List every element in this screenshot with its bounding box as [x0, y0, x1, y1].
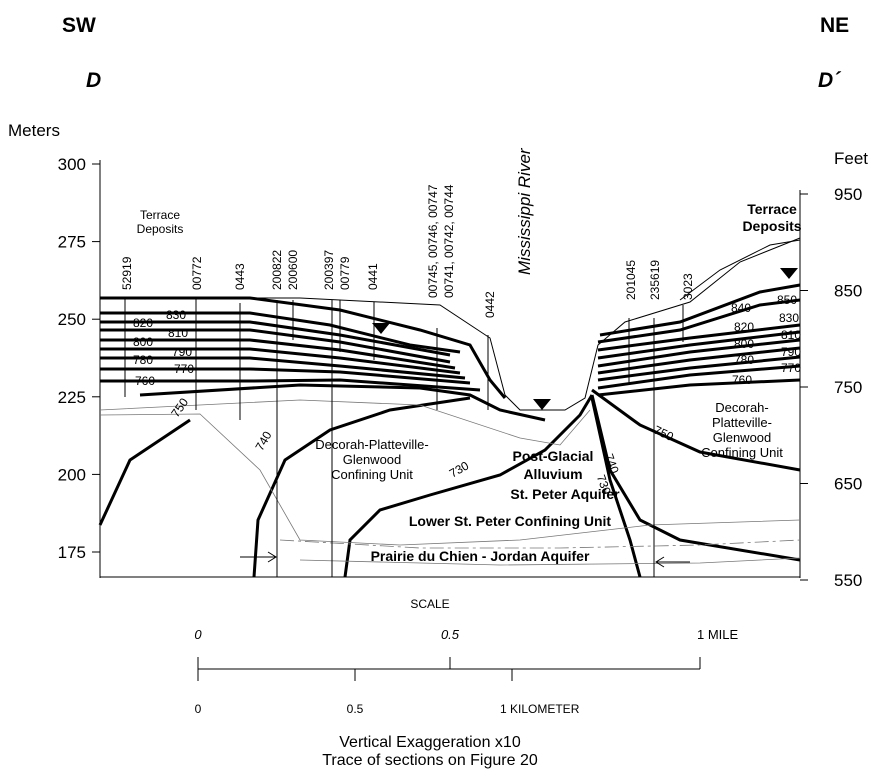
tick-label: 850: [834, 282, 862, 301]
axis-label: Meters: [8, 121, 60, 140]
scale-label: 0.5: [347, 702, 364, 716]
contour-label: 780: [133, 353, 153, 367]
unit-label: Glenwood: [343, 452, 402, 467]
tick-label: 225: [58, 388, 86, 407]
scale-bar: [198, 657, 700, 681]
well-label: 200822: [270, 250, 284, 290]
well-label: 0442: [483, 291, 497, 318]
well-label: 200600: [286, 250, 300, 290]
unit-label: Decorah-: [715, 400, 768, 415]
unit-label: Confining Unit: [701, 445, 783, 460]
unit-label: Deposits: [742, 218, 801, 234]
tick-label: 950: [834, 185, 862, 204]
section-letter: D: [86, 69, 101, 92]
tick-label: 175: [58, 543, 86, 562]
contour-label: 820: [133, 316, 153, 330]
unit-label: Deposits: [137, 222, 184, 236]
contour-label: 760: [732, 373, 752, 387]
well-label: 0443: [233, 263, 247, 290]
scale-label: 0.5: [441, 627, 460, 642]
unit-label: Glenwood: [713, 430, 772, 445]
contour-label: 760: [135, 374, 155, 388]
direction: NE: [820, 14, 849, 37]
contour-label: 740: [602, 452, 622, 476]
river-label: Mississippi River: [515, 147, 534, 275]
tick-label: 250: [58, 310, 86, 329]
well-label: 201045: [624, 260, 638, 300]
contour-label: 750: [168, 395, 191, 420]
tick-label: 650: [834, 475, 862, 494]
contour-label: 800: [133, 335, 153, 349]
contour-label: 820: [734, 320, 754, 334]
well-label: 00741, 00742, 00744: [442, 184, 456, 298]
footer: Vertical Exaggeration x10: [339, 734, 521, 751]
unit-label: Decorah-Platteville-: [315, 437, 428, 452]
scale-label: 0: [194, 627, 202, 642]
tick-label: 275: [58, 233, 86, 252]
tick-label: 300: [58, 155, 86, 174]
well-label: 52919: [120, 256, 134, 290]
tick-label: 750: [834, 378, 862, 397]
contour-label: 830: [166, 308, 186, 322]
unit-label: St. Peter Aquifer: [510, 486, 620, 502]
contour-label: 810: [781, 328, 801, 342]
scale-label: 1 MILE: [697, 627, 739, 642]
scale-label: 0: [195, 702, 202, 716]
unit-label: Lower St. Peter Confining Unit: [409, 513, 612, 529]
section-letter: D´: [818, 69, 842, 92]
contour-label: 790: [172, 345, 192, 359]
unit-label: Terrace: [140, 208, 180, 222]
contour-label: 790: [781, 345, 801, 359]
contour-label: 850: [777, 293, 797, 307]
contour-label: 780: [734, 353, 754, 367]
direction: SW: [62, 14, 96, 37]
tick-label: 200: [58, 465, 86, 484]
contour-label: 770: [174, 362, 194, 376]
contour-label: 740: [252, 429, 274, 454]
unit-label: Platteville-: [712, 415, 772, 430]
unit-label: Confining Unit: [331, 467, 413, 482]
contour-label: 770: [781, 361, 801, 375]
contour-label: 800: [734, 337, 754, 351]
well-label: 200397: [322, 250, 336, 290]
well-label: 3023: [681, 273, 695, 300]
unit-label: Alluvium: [523, 466, 582, 482]
unit-label: Prairie du Chien - Jordan Aquifer: [371, 548, 590, 564]
scale-label: 1 KILOMETER: [500, 702, 580, 716]
well-label: 0441: [366, 263, 380, 290]
contour-label: 810: [168, 326, 188, 340]
well-label: 00779: [338, 256, 352, 290]
contour-label: 840: [731, 301, 751, 315]
axis-label: Feet: [834, 149, 868, 168]
cross-section: SW NE D D´ Meters Feet: [0, 0, 880, 777]
unit-label: Terrace: [747, 201, 797, 217]
footer: Trace of sections on Figure 20: [322, 752, 538, 769]
contour-label: 730: [447, 458, 472, 480]
tick-label: 550: [834, 571, 862, 590]
scale-title: SCALE: [410, 597, 449, 611]
well-label: 00772: [190, 256, 204, 290]
well-label: 235619: [648, 260, 662, 300]
contour-label: 830: [779, 311, 799, 325]
well-label: 00745, 00746, 00747: [426, 184, 440, 298]
unit-label: Post-Glacial: [513, 448, 594, 464]
